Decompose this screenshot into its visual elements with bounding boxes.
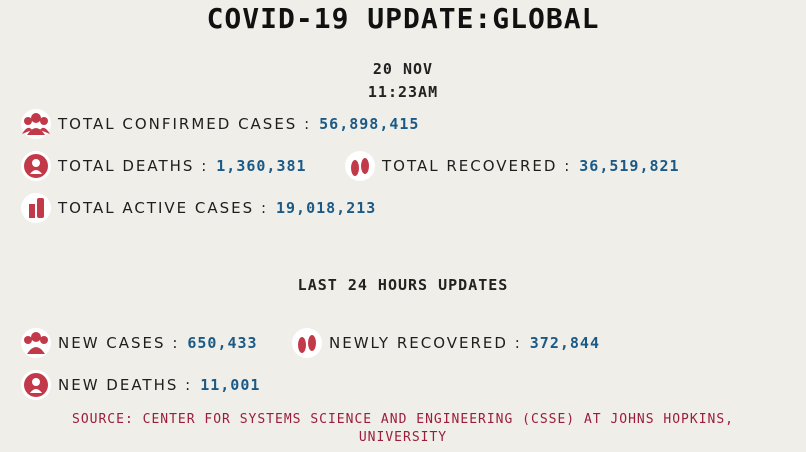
label: TOTAL CONFIRMED CASES : (58, 115, 312, 133)
value: 11,001 (200, 376, 261, 394)
stat-row: TOTAL DEATHS : 1,360,381 (20, 150, 307, 182)
value: 1,360,381 (216, 157, 307, 175)
icon (21, 370, 51, 400)
value: 372,844 (529, 334, 600, 352)
label: NEW DEATHS : (58, 376, 193, 394)
stat-row: NEW DEATHS : 11,001 (20, 369, 260, 401)
icon (21, 193, 51, 223)
section-heading: LAST 24 HOURS UPDATES (297, 276, 509, 294)
time: 11:23AM (367, 83, 439, 101)
label: TOTAL RECOVERED : (382, 157, 572, 175)
label: NEW CASES : (58, 334, 180, 352)
icon (345, 151, 375, 181)
source-line: SOURCE: CENTER FOR SYSTEMS SCIENCE AND E… (72, 412, 734, 427)
icon (21, 151, 51, 181)
label: TOTAL ACTIVE CASES : (58, 199, 268, 217)
date: 20 NOV (372, 60, 434, 78)
source-line: UNIVERSITY (358, 430, 448, 445)
stat-row: TOTAL ACTIVE CASES : 19,018,213 (20, 192, 376, 224)
title: COVID-19 UPDATE:GLOBAL (206, 2, 600, 35)
value: 36,519,821 (579, 157, 680, 175)
value: 19,018,213 (276, 199, 377, 217)
label: TOTAL DEATHS : (58, 157, 209, 175)
stat-row: NEW CASES : 650,433 (20, 327, 258, 359)
stat-row: TOTAL RECOVERED : 36,519,821 (344, 150, 680, 182)
stat-row: NEWLY RECOVERED : 372,844 (291, 327, 600, 359)
label: NEWLY RECOVERED : (329, 334, 522, 352)
value: 650,433 (187, 334, 258, 352)
icon (21, 109, 51, 139)
icon (292, 328, 322, 358)
stat-row: TOTAL CONFIRMED CASES : 56,898,415 (20, 108, 419, 140)
value: 56,898,415 (319, 115, 420, 133)
icon (21, 328, 51, 358)
